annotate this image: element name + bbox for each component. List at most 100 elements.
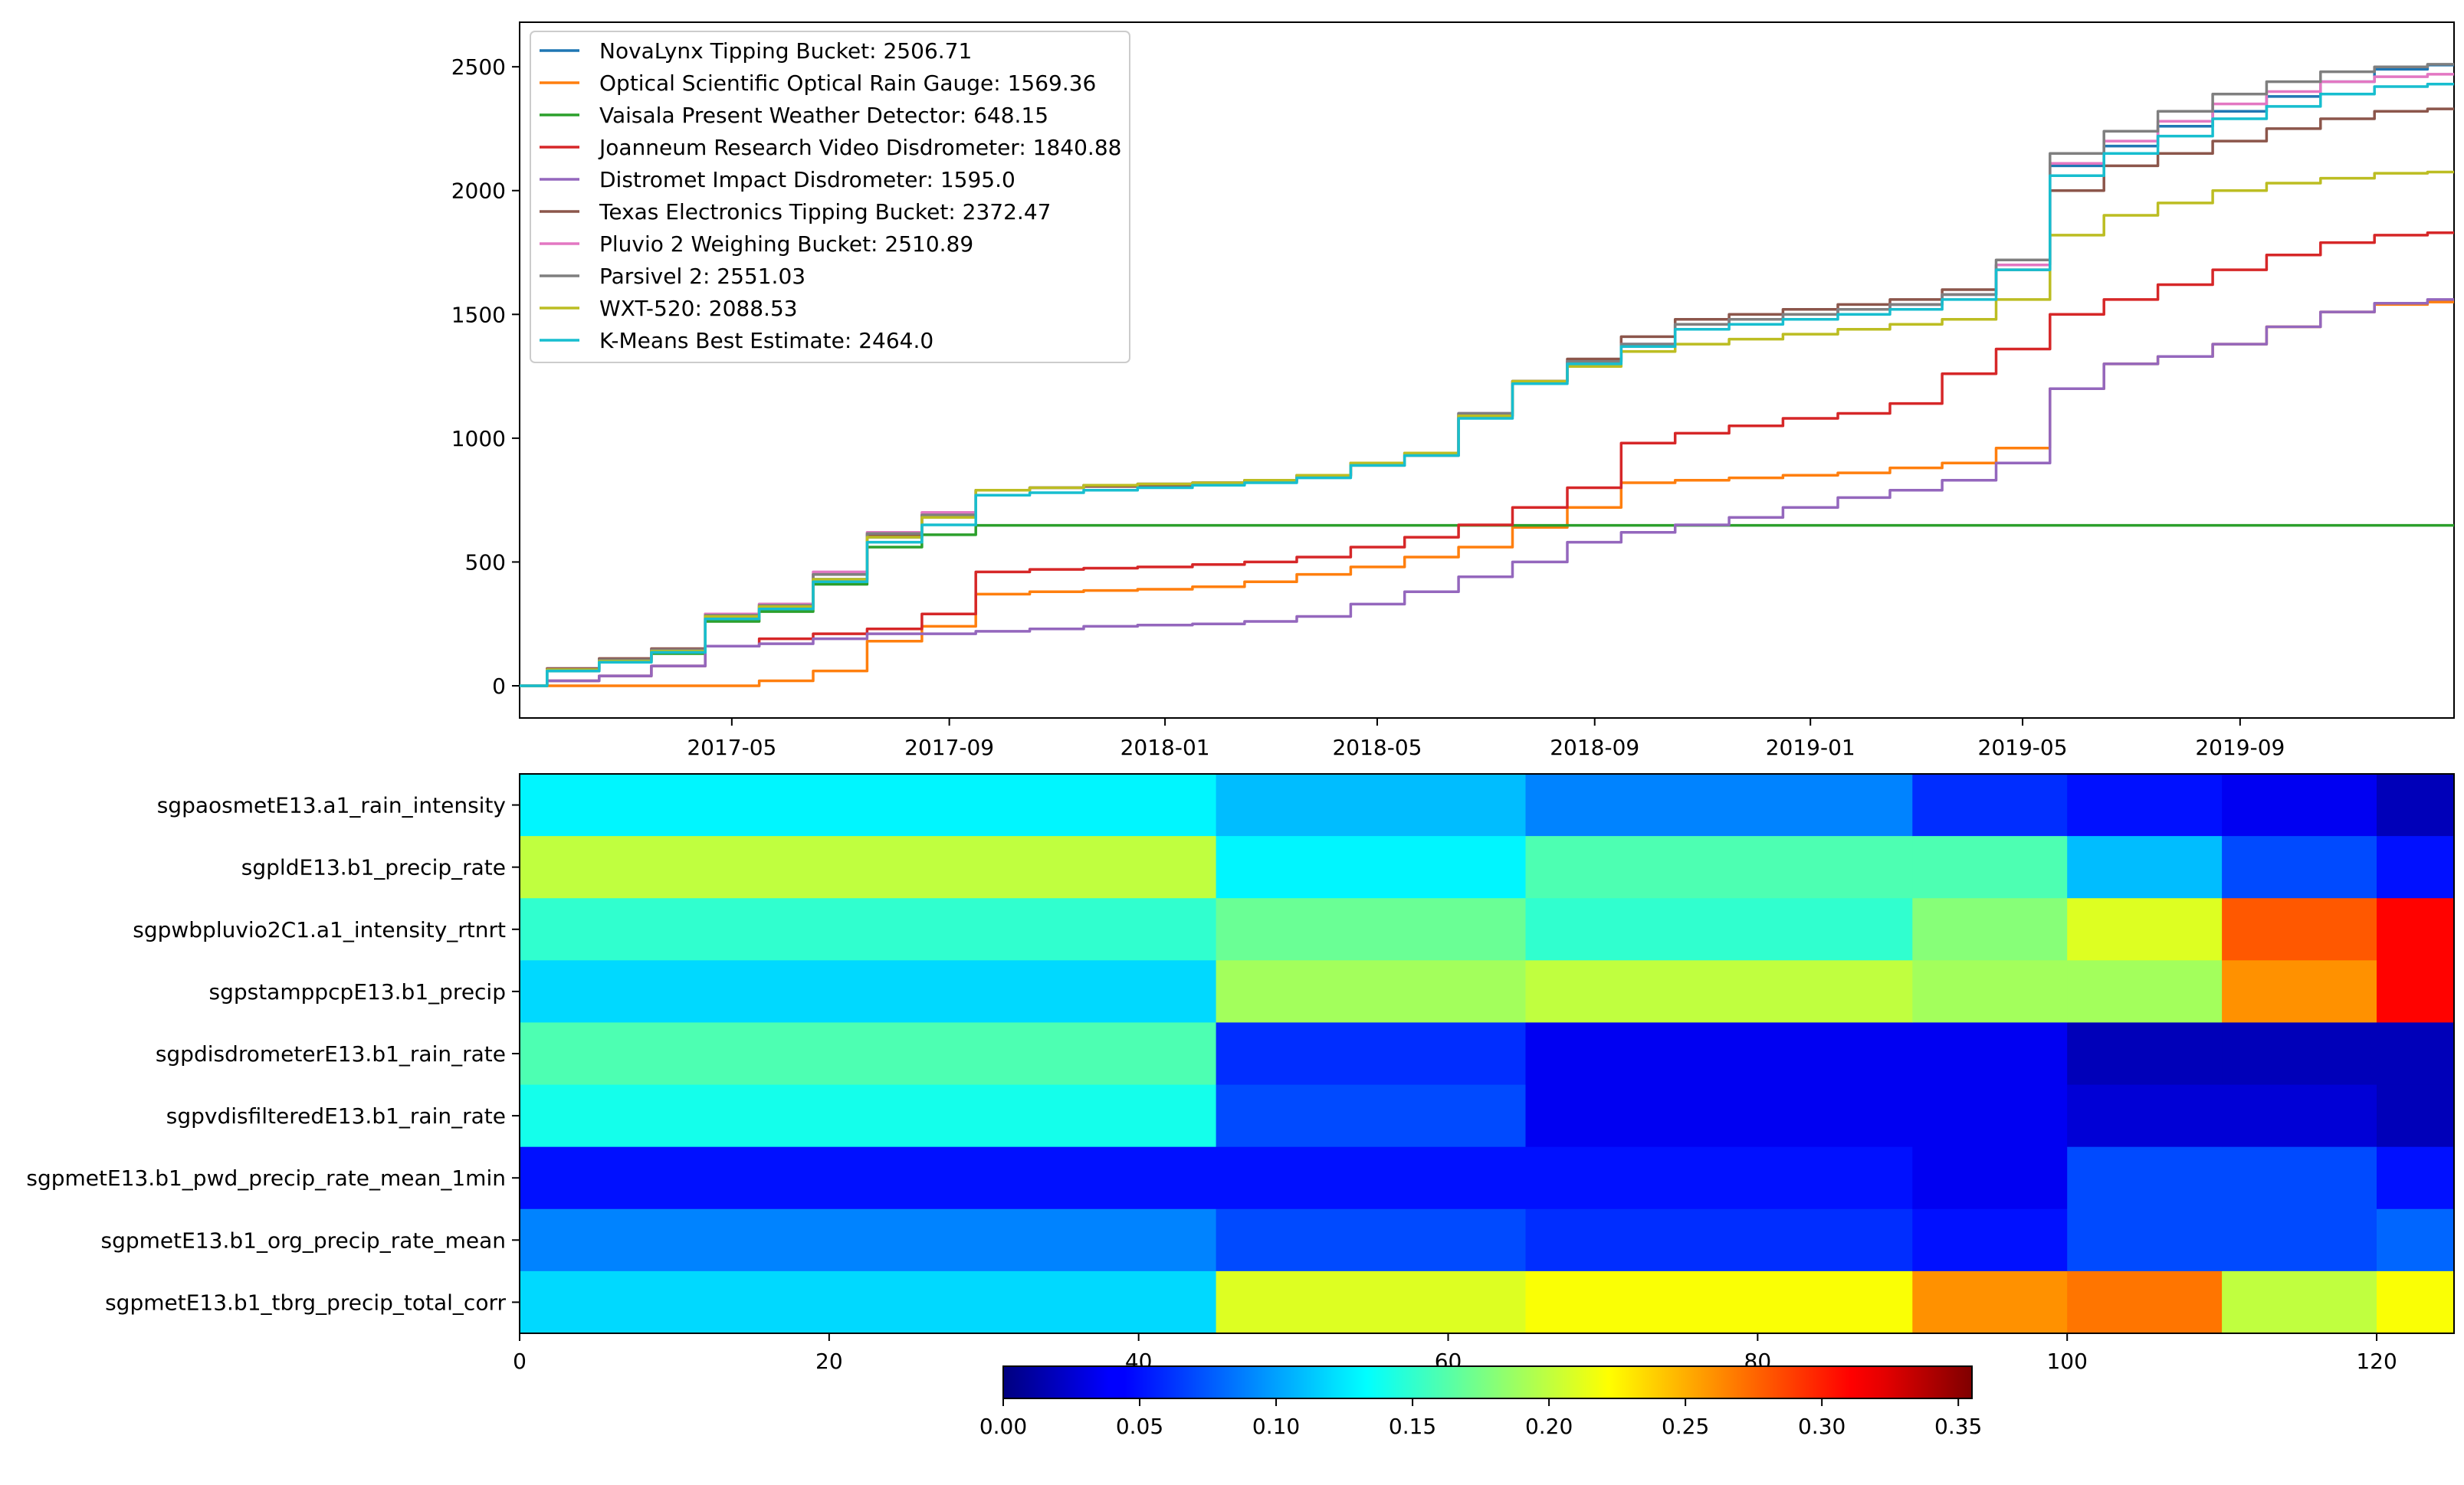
colorbar-tick-label: 0.25 (1662, 1414, 1709, 1439)
heatmap-row-label: sgpdisdrometerE13.b1_rain_rate (156, 1041, 506, 1067)
legend-label: WXT-520: 2088.53 (599, 296, 798, 321)
heatmap-cell (1216, 1084, 1526, 1148)
heatmap-cell (1912, 1270, 2068, 1334)
legend-label: Optical Scientific Optical Rain Gauge: 1… (599, 70, 1096, 96)
heatmap-cell (2222, 1270, 2377, 1334)
y-tick-label: 1500 (451, 302, 506, 327)
heatmap-row-label: sgpldE13.b1_precip_rate (241, 855, 506, 880)
legend-label: Texas Electronics Tipping Bucket: 2372.4… (599, 199, 1051, 225)
heatmap-row-label: sgpwbpluvio2C1.a1_intensity_rtnrt (133, 917, 506, 942)
legend-label: K-Means Best Estimate: 2464.0 (599, 328, 933, 353)
heatmap-row-label: sgpmetE13.b1_pwd_precip_rate_mean_1min (26, 1165, 506, 1191)
heatmap-cell (1525, 960, 1913, 1023)
line-x-axis: 2017-05 2017-09 2018-01 2018-05 2018-09 2019-… (687, 718, 2285, 760)
heatmap-cell (2222, 774, 2377, 837)
legend-label: Parsivel 2: 2551.03 (599, 264, 805, 289)
heatmap-cell (2377, 898, 2455, 961)
legend: NovaLynx Tipping Bucket: 2506.71 Optical … (530, 31, 1130, 363)
heatmap-cell (2067, 960, 2223, 1023)
heatmap-cell (520, 1084, 1217, 1148)
colorbar-gradient (1002, 1365, 1973, 1399)
x-tick-label: 2018-01 (1120, 735, 1210, 760)
x-tick-label: 2018-09 (1550, 735, 1639, 760)
heatmap-cell (1216, 836, 1526, 899)
colorbar-tick-label: 0.05 (1116, 1414, 1163, 1439)
heatmap-cell (2377, 836, 2455, 899)
series-line-7 (520, 63, 2454, 687)
heatmap-cell (1525, 774, 1913, 837)
heatmap-cell (2222, 836, 2377, 899)
heatmap-cell (1912, 1146, 2068, 1210)
heatmap-cell (1912, 836, 2068, 899)
colorbar-tick-label: 0.10 (1252, 1414, 1300, 1439)
heatmap-cell (2067, 1270, 2223, 1334)
line-chart: 0 500 1000 1500 2000 2500 2017-05 2017-09 2018-… (451, 21, 2455, 760)
heatmap-cell (1525, 1270, 1913, 1334)
heatmap-row-labels: sgpaosmetE13.a1_rain_intensity sgpldE13.b… (26, 793, 520, 1315)
heatmap-cell (2377, 1146, 2455, 1210)
heatmap-cell (1525, 898, 1913, 961)
heatmap-row-label: sgpmetE13.b1_tbrg_precip_total_corr (105, 1290, 506, 1315)
heatmap-cell (2377, 1084, 2455, 1148)
y-tick-label: 2500 (451, 54, 506, 80)
series-line-3 (520, 231, 2454, 687)
x-tick-label: 2019-09 (2195, 735, 2285, 760)
heatmap-cell (1216, 1022, 1526, 1085)
legend-label: NovaLynx Tipping Bucket: 2506.71 (599, 38, 972, 64)
heatmap-cell (1912, 1022, 2068, 1085)
legend-label: Vaisala Present Weather Detector: 648.15 (599, 103, 1048, 128)
heatmap-cell (2377, 1022, 2455, 1085)
heatmap-cell (1216, 1146, 1526, 1210)
heatmap-cell (1525, 1084, 1913, 1148)
colorbar-tick-label: 0.00 (979, 1414, 1027, 1439)
heatmap-cell (1912, 1208, 2068, 1272)
heatmap-cell (2377, 1270, 2455, 1334)
heatmap-cell (520, 1146, 1217, 1210)
heatmap-cell (520, 898, 1217, 961)
heatmap-cell (520, 774, 1217, 837)
heatmap-row-label: sgpaosmetE13.a1_rain_intensity (157, 793, 506, 818)
series-line-8 (520, 170, 2454, 687)
heatmap-cell (2222, 1208, 2377, 1272)
heatmap-cell (2222, 1084, 2377, 1148)
heatmap-x-tick-label: 100 (2046, 1349, 2087, 1374)
heatmap-cell (1216, 774, 1526, 837)
heatmap-chart: sgpaosmetE13.a1_rain_intensity sgpldE13.b… (26, 773, 2455, 1374)
x-tick-label: 2019-05 (1978, 735, 2068, 760)
heatmap-cell (520, 836, 1217, 899)
heatmap-cell (1525, 1208, 1913, 1272)
heatmap-cell (2067, 1022, 2223, 1085)
heatmap-x-tick-label: 20 (815, 1349, 843, 1374)
heatmap-x-tick-label: 120 (2356, 1349, 2397, 1374)
heatmap-cell (2222, 960, 2377, 1023)
heatmap-cell (2067, 836, 2223, 899)
legend-label: Distromet Impact Disdrometer: 1595.0 (599, 167, 1015, 192)
heatmap-cell (2067, 774, 2223, 837)
heatmap-x-tick-label: 0 (513, 1349, 527, 1374)
heatmap-cell (2222, 1022, 2377, 1085)
y-tick-label: 1000 (451, 426, 506, 451)
y-tick-label: 0 (492, 674, 506, 699)
heatmap-cell (2222, 898, 2377, 961)
heatmap-cells (520, 774, 2455, 1334)
heatmap-cell (1216, 960, 1526, 1023)
y-tick-label: 2000 (451, 179, 506, 204)
x-tick-label: 2017-05 (687, 735, 776, 760)
heatmap-cell (2377, 960, 2455, 1023)
heatmap-cell (1912, 774, 2068, 837)
series-line-4 (520, 298, 2454, 687)
x-tick-label: 2019-01 (1766, 735, 1855, 760)
legend-label: Pluvio 2 Weighing Bucket: 2510.89 (599, 231, 973, 257)
heatmap-cell (2222, 1146, 2377, 1210)
x-tick-label: 2018-05 (1332, 735, 1422, 760)
heatmap-row-label: sgpstamppcpE13.b1_precip (208, 979, 506, 1005)
heatmap-row-label: sgpvdisfilteredE13.b1_rain_rate (166, 1103, 506, 1129)
heatmap-cell (2067, 1146, 2223, 1210)
x-tick-label: 2017-09 (904, 735, 994, 760)
y-tick-label: 500 (465, 549, 506, 575)
colorbar-tick-label: 0.35 (1934, 1414, 1982, 1439)
heatmap-cell (2377, 774, 2455, 837)
heatmap-cell (1912, 1084, 2068, 1148)
heatmap-cell (1912, 898, 2068, 961)
